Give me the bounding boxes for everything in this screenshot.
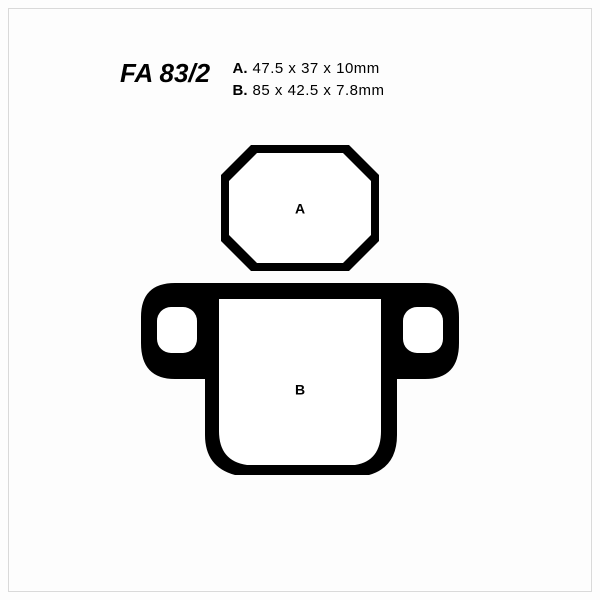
pad-b-label: B	[295, 382, 305, 398]
dim-a-prefix: A.	[233, 58, 253, 80]
part-number: FA 83/2	[120, 58, 210, 89]
pad-b-hole-left	[157, 307, 197, 353]
brake-pad-diagram: A B	[135, 135, 465, 495]
pad-b-hole-right	[403, 307, 443, 353]
pad-a-label: A	[295, 201, 305, 217]
dim-a-value: 47.5 x 37 x 10mm	[253, 58, 380, 80]
dimension-row-b: B. 85 x 42.5 x 7.8mm	[233, 80, 385, 102]
diagram-svg: A B	[135, 135, 465, 495]
dimensions-block: A. 47.5 x 37 x 10mm B. 85 x 42.5 x 7.8mm	[233, 58, 385, 102]
dim-b-prefix: B.	[233, 80, 253, 102]
dimension-row-a: A. 47.5 x 37 x 10mm	[233, 58, 385, 80]
header-block: FA 83/2 A. 47.5 x 37 x 10mm B. 85 x 42.5…	[120, 58, 500, 102]
dim-b-value: 85 x 42.5 x 7.8mm	[253, 80, 385, 102]
